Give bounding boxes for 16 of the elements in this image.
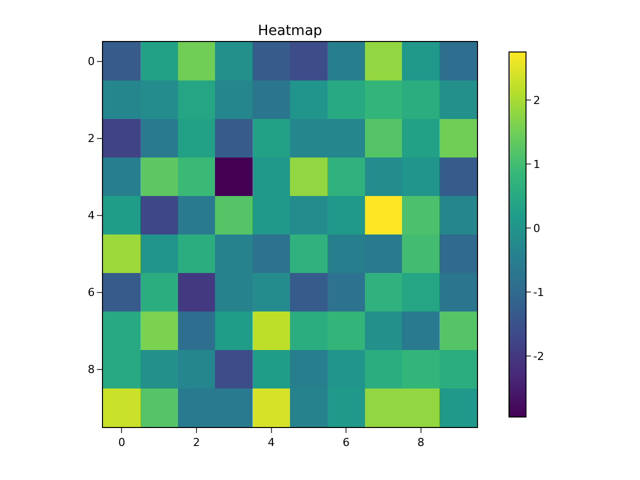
chart-title: Heatmap (258, 22, 322, 39)
x-tick-label: 0 (118, 436, 126, 450)
x-tick-label: 6 (342, 436, 350, 450)
y-tick-label: 8 (88, 363, 95, 376)
y-tick-label: 0 (88, 55, 95, 68)
x-tick-label: 4 (268, 436, 275, 450)
y-tick-label: 4 (88, 209, 95, 222)
x-tick-label: 2 (193, 436, 200, 450)
y-tick-label: 2 (88, 132, 95, 146)
color-bar-label: 1 (533, 158, 540, 171)
color-bar-label: -1 (533, 286, 544, 299)
color-bar-label: -2 (533, 350, 544, 364)
y-tick-label: 6 (88, 286, 95, 300)
x-tick-label: 8 (417, 436, 424, 450)
color-bar-label: 0 (533, 222, 540, 235)
color-bar-label: 2 (533, 94, 540, 107)
